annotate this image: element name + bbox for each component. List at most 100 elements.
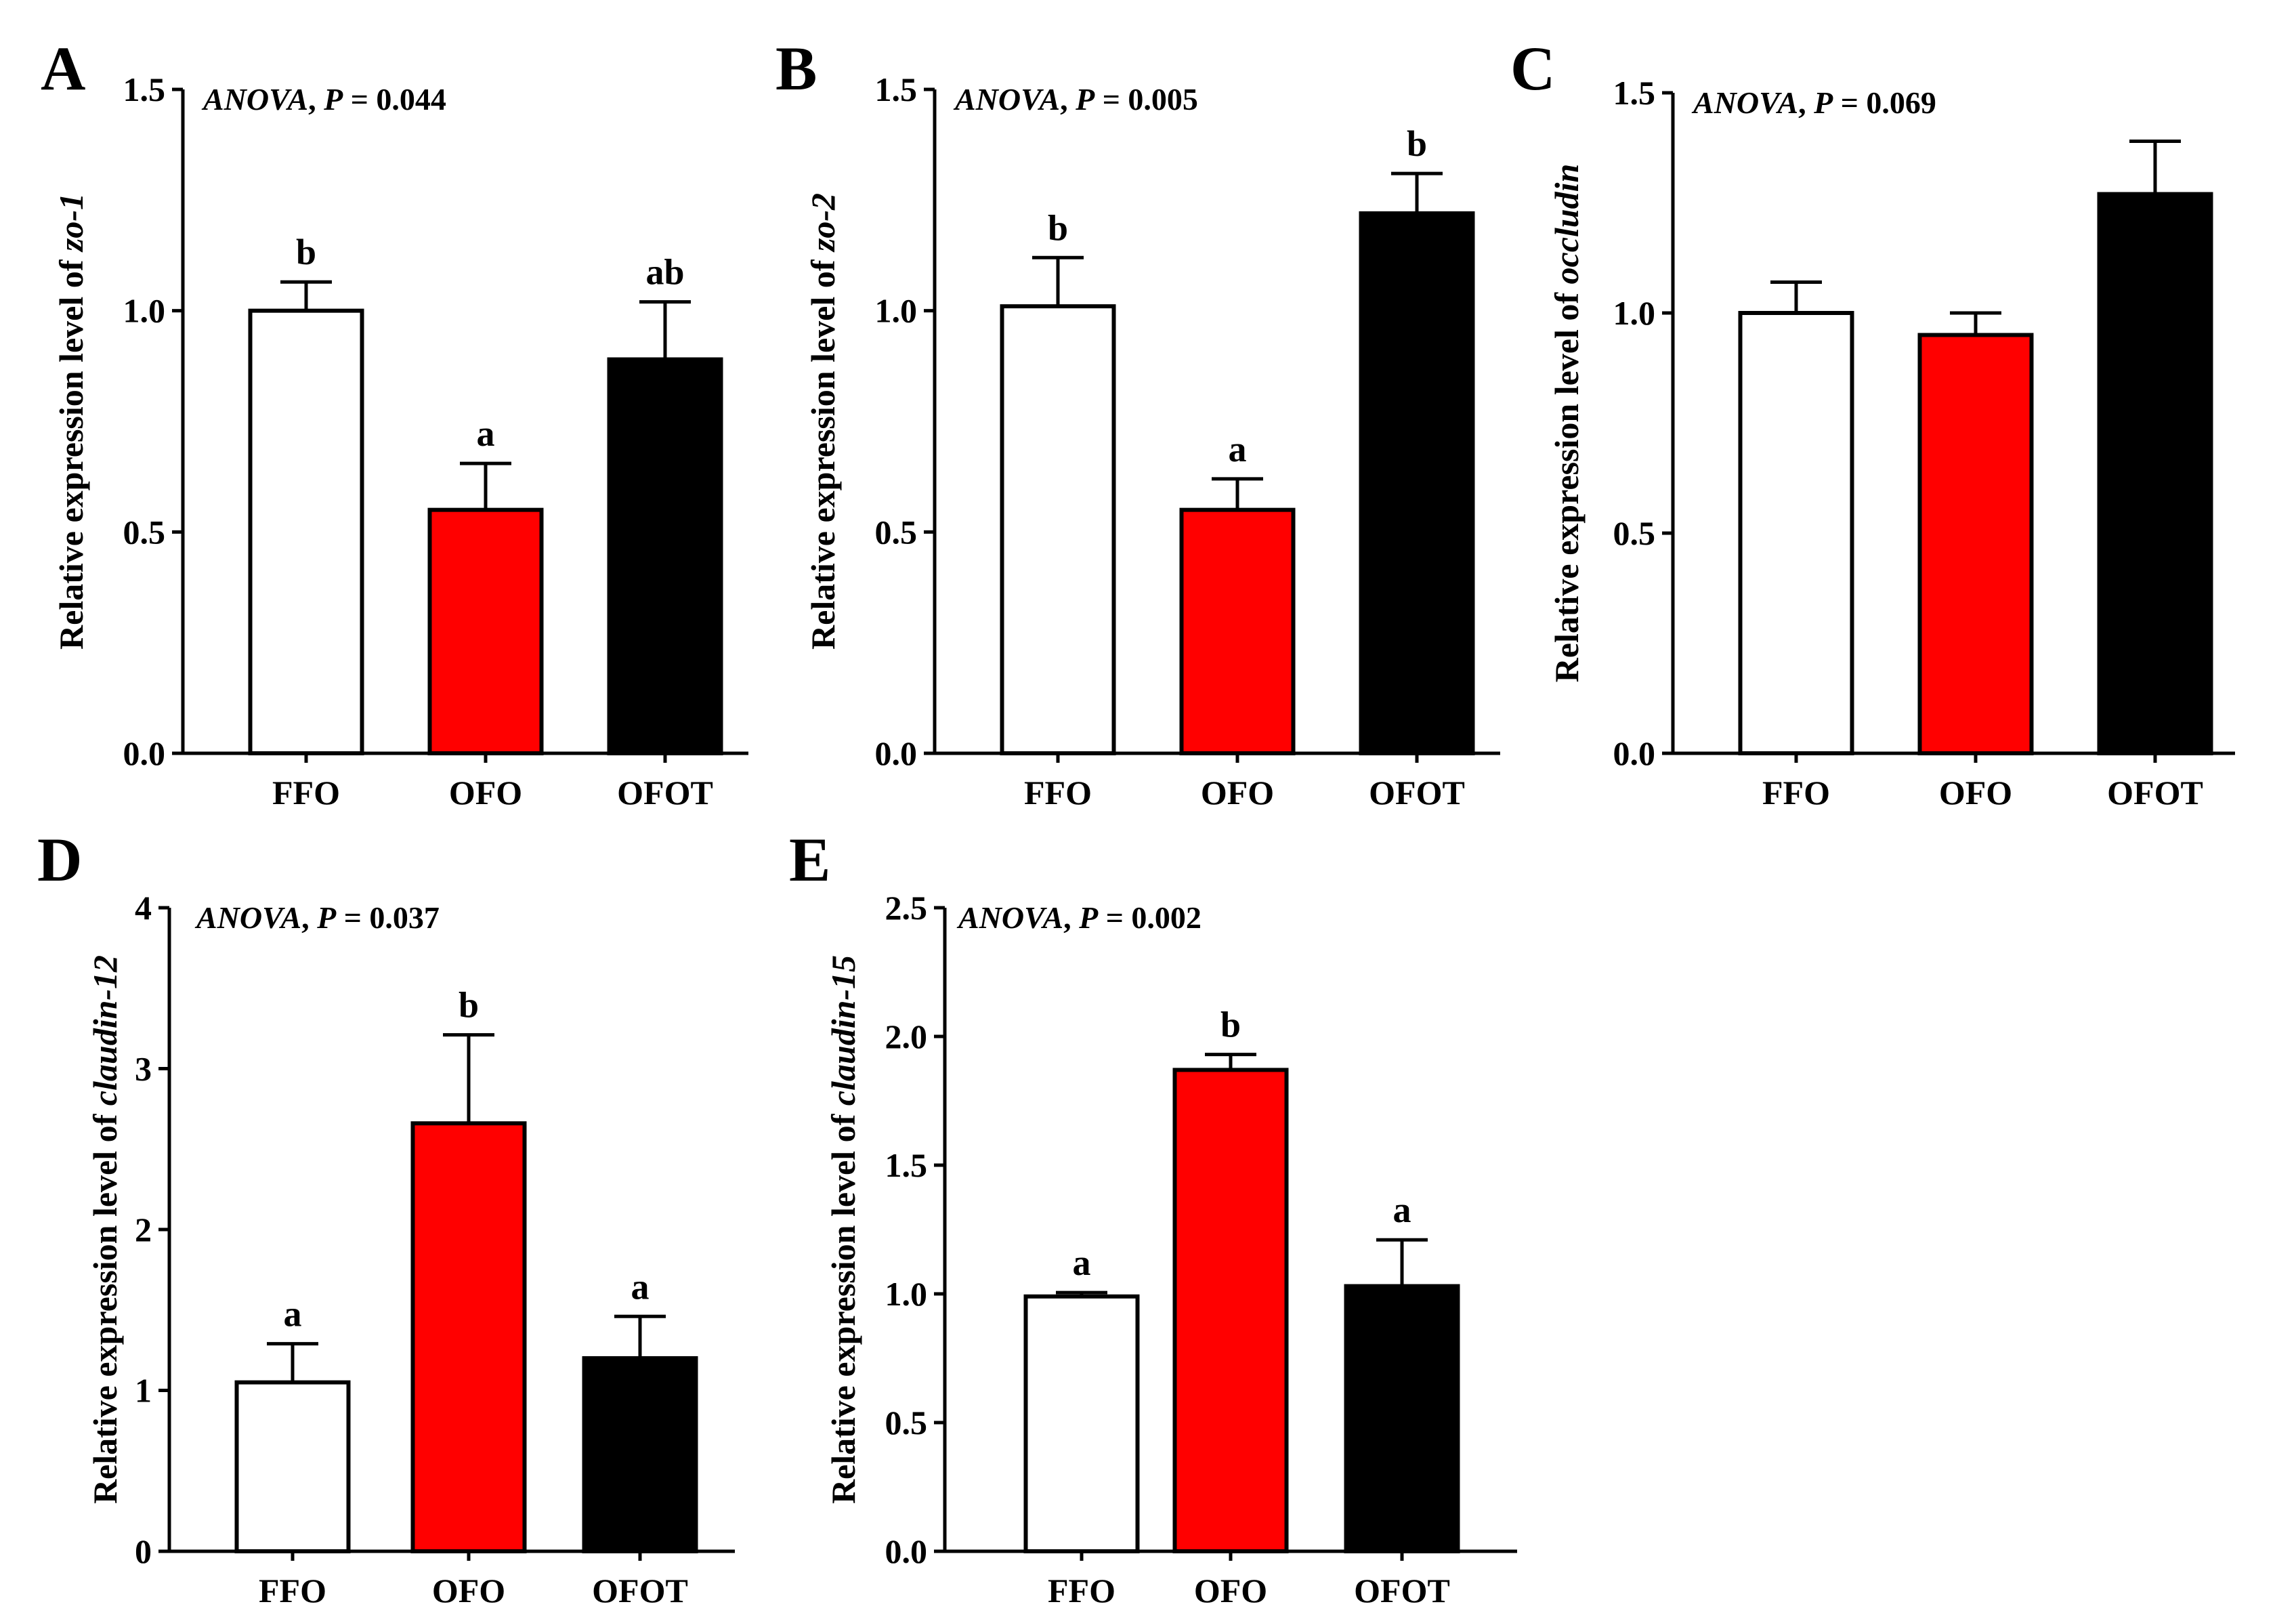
x-tick-label: OFO bbox=[1194, 1572, 1267, 1610]
y-tick-label: 1.0 bbox=[1613, 294, 1656, 332]
y-tick-label: 1.5 bbox=[885, 1146, 928, 1184]
bar-ffo bbox=[1000, 304, 1116, 755]
y-axis-label-gene: zo-1 bbox=[52, 193, 90, 253]
x-tick-label: OFOT bbox=[592, 1572, 688, 1610]
significance-label: b bbox=[1220, 1005, 1241, 1045]
y-tick-label: 0.5 bbox=[885, 1404, 928, 1442]
y-tick-label: 2 bbox=[135, 1211, 152, 1248]
error-bar-ffo bbox=[1770, 280, 1822, 313]
y-tick-label: 1.5 bbox=[875, 70, 918, 108]
error-bar-ofo bbox=[1205, 1053, 1256, 1070]
x-tick-label: FFO bbox=[1024, 774, 1092, 812]
panel-letter: D bbox=[37, 825, 82, 894]
x-tick-label: FFO bbox=[1762, 774, 1830, 812]
y-axis-label-gene: claudin-12 bbox=[86, 955, 124, 1106]
bar-ofo bbox=[410, 1121, 527, 1553]
significance-label: b bbox=[1048, 207, 1068, 248]
significance-label: a bbox=[477, 413, 495, 454]
y-tick-label: 0.0 bbox=[1613, 734, 1656, 772]
y-axis-label-prefix: Relative expression level of bbox=[804, 251, 842, 650]
bar-ofot bbox=[1359, 211, 1475, 755]
significance-label: a bbox=[284, 1294, 302, 1335]
y-axis-label: Relative expression level of zo-2 bbox=[804, 193, 842, 650]
y-tick-label: 0.0 bbox=[123, 734, 166, 772]
y-tick-label: 2.5 bbox=[885, 889, 928, 927]
bar-ofo bbox=[1179, 507, 1296, 756]
y-axis-label: Relative expression level of claudin-15 bbox=[824, 955, 862, 1504]
y-tick-label: 0.5 bbox=[1613, 514, 1656, 552]
x-tick-label: OFO bbox=[432, 1572, 505, 1610]
y-tick-label: 1.0 bbox=[885, 1275, 928, 1313]
bar-ffo bbox=[1023, 1294, 1140, 1554]
y-tick-label: 0.5 bbox=[123, 513, 166, 551]
chart-panel-b: Bb FFO a OFO b OFOT 0.0 0.5 1.0 1.5 Relative expre… bbox=[775, 34, 1500, 812]
x-tick-label: OFOT bbox=[1369, 774, 1465, 812]
significance-label: b bbox=[1407, 123, 1427, 164]
error-bar-ofot bbox=[1391, 171, 1443, 213]
chart-panel-e: Ea FFO b OFO a OFOT 0.0 0.5 1.0 1.5 2.0 2.5 Relative… bbox=[789, 825, 1517, 1610]
significance-label: a bbox=[1393, 1190, 1411, 1230]
y-axis-label-gene: zo-2 bbox=[804, 193, 842, 253]
x-tick-label: OFO bbox=[1939, 774, 2012, 812]
y-axis-label-gene: claudin-15 bbox=[824, 955, 862, 1106]
y-tick-label: 1.0 bbox=[123, 292, 166, 330]
panel-letter: A bbox=[41, 34, 85, 103]
panel-letter: B bbox=[775, 34, 817, 103]
bar-ffo bbox=[1738, 311, 1854, 755]
y-axis-label: Relative expression level of claudin-12 bbox=[86, 955, 124, 1504]
y-tick-label: 4 bbox=[135, 889, 152, 927]
y-tick-label: 0 bbox=[135, 1532, 152, 1570]
y-tick-label: 1 bbox=[135, 1372, 152, 1410]
y-tick-label: 0.0 bbox=[875, 734, 918, 772]
anova-annotation: ANOVA, P = 0.044 bbox=[201, 82, 446, 117]
y-tick-label: 0.0 bbox=[885, 1532, 928, 1570]
x-tick-label: OFOT bbox=[617, 774, 713, 812]
error-bar-ofot bbox=[2129, 140, 2181, 194]
x-tick-label: OFOT bbox=[1354, 1572, 1450, 1610]
bar-ofot bbox=[582, 1356, 698, 1553]
x-tick-label: OFOT bbox=[2107, 774, 2203, 812]
error-bar-ofo bbox=[1212, 477, 1263, 510]
y-tick-label: 0.5 bbox=[875, 513, 918, 551]
anova-annotation: ANOVA, P = 0.005 bbox=[953, 82, 1198, 117]
bar-ofot bbox=[2097, 192, 2213, 755]
chart-panel-c: C FFO OFO OFOT 0.0 0.5 1.0 1.5 Relative expressi… bbox=[1510, 34, 2235, 812]
significance-label: ab bbox=[645, 252, 684, 293]
y-tick-label: 1.0 bbox=[875, 292, 918, 330]
x-tick-label: FFO bbox=[1048, 1572, 1115, 1610]
y-tick-label: 3 bbox=[135, 1050, 152, 1088]
panel-letter: E bbox=[789, 825, 830, 894]
error-bar-ffo bbox=[267, 1342, 318, 1383]
anova-annotation: ANOVA, P = 0.037 bbox=[194, 900, 440, 935]
bar-ofo bbox=[1917, 333, 2034, 755]
bar-ffo bbox=[248, 308, 364, 755]
anova-annotation: ANOVA, P = 0.069 bbox=[1691, 85, 1936, 120]
error-bar-ffo bbox=[1056, 1290, 1107, 1297]
y-axis-label-prefix: Relative expression level of bbox=[824, 1106, 862, 1504]
significance-label: b bbox=[296, 232, 316, 272]
significance-label: a bbox=[1229, 429, 1247, 469]
error-bar-ofo bbox=[443, 1033, 494, 1124]
y-axis-label-prefix: Relative expression level of bbox=[86, 1106, 124, 1504]
significance-label: a bbox=[1073, 1242, 1091, 1283]
error-bar-ofo bbox=[1950, 311, 2001, 335]
x-tick-label: FFO bbox=[272, 774, 340, 812]
bar-ofot bbox=[1344, 1284, 1460, 1553]
y-tick-label: 2.0 bbox=[885, 1017, 928, 1055]
significance-label: a bbox=[631, 1266, 650, 1307]
x-tick-label: FFO bbox=[259, 1572, 326, 1610]
x-tick-label: OFO bbox=[449, 774, 522, 812]
y-axis-label-gene: occludin bbox=[1548, 164, 1586, 285]
y-axis-label: Relative expression level of zo-1 bbox=[52, 193, 90, 650]
error-bar-ffo bbox=[1032, 255, 1084, 307]
error-bar-ofot bbox=[639, 300, 691, 360]
y-axis-label: Relative expression level of occludin bbox=[1548, 164, 1586, 683]
y-tick-label: 1.5 bbox=[123, 70, 166, 108]
error-bar-ofot bbox=[614, 1314, 666, 1358]
anova-annotation: ANOVA, P = 0.002 bbox=[956, 900, 1202, 935]
bar-ofo bbox=[1172, 1068, 1289, 1553]
bar-ofo bbox=[427, 507, 544, 756]
bar-ofot bbox=[607, 357, 723, 755]
significance-label: b bbox=[459, 985, 479, 1026]
